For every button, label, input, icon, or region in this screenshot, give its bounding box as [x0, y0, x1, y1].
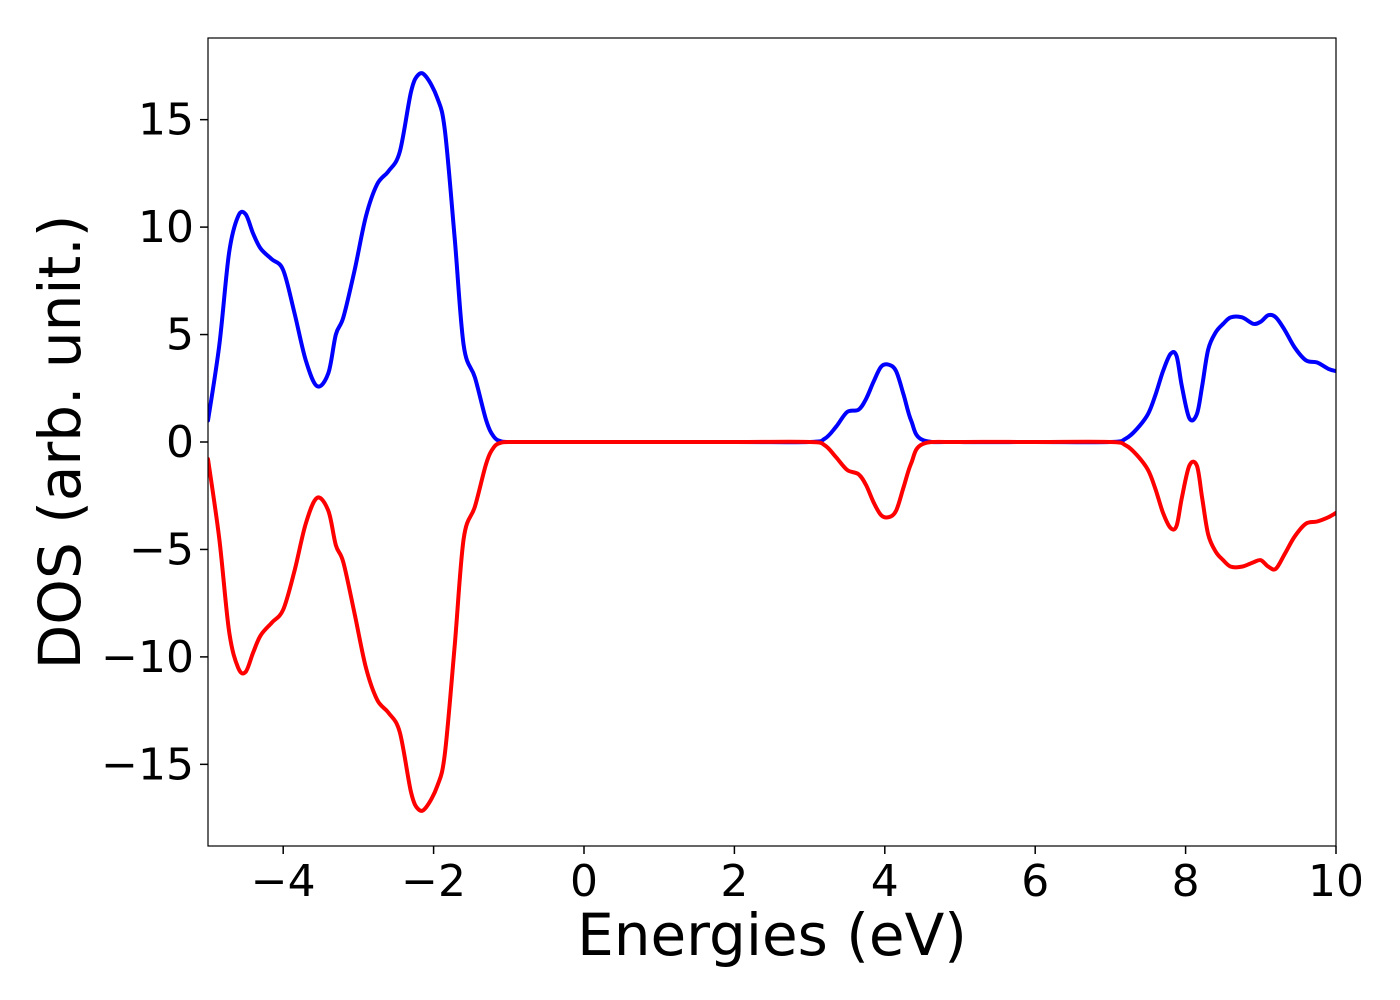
y-tick-label: −5 [129, 524, 194, 575]
x-tick-label: −4 [251, 856, 316, 907]
x-axis-title: Energies (eV) [577, 901, 967, 969]
y-tick-label: 10 [138, 202, 194, 253]
x-tick-label: 4 [871, 856, 899, 907]
y-axis-ticks: −15 −10 −5 0 5 10 15 [101, 95, 208, 790]
x-tick-label: 2 [720, 856, 748, 907]
y-axis-title: DOS (arb. unit.) [26, 215, 94, 670]
y-tick-label: −15 [101, 739, 194, 790]
y-tick-label: 15 [138, 95, 194, 146]
series-layer [208, 71, 1336, 813]
x-tick-label: 6 [1021, 856, 1049, 907]
y-tick-label: 0 [166, 417, 194, 468]
x-tick-label: 10 [1308, 856, 1364, 907]
series-line-red [208, 439, 1336, 813]
x-tick-label: 0 [570, 856, 598, 907]
series-line-blue [208, 71, 1336, 445]
x-axis-ticks: −4 −2 0 2 4 6 8 10 [251, 846, 1364, 907]
x-tick-label: −2 [401, 856, 466, 907]
y-tick-label: −10 [101, 632, 194, 683]
x-tick-label: 8 [1172, 856, 1200, 907]
y-tick-label: 5 [166, 310, 194, 361]
